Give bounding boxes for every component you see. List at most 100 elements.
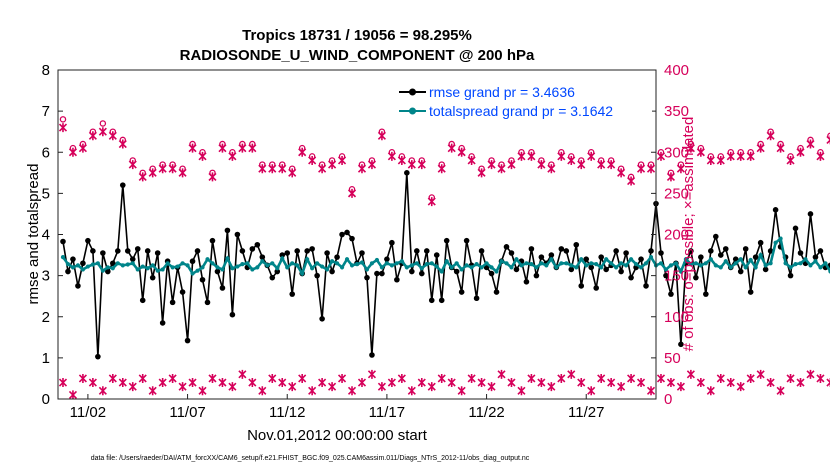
- rmse-point: [668, 291, 674, 297]
- obs-assimilated-point: [796, 147, 805, 157]
- obs-assimilated-low-point: [627, 373, 636, 383]
- obs-assimilated-point: [517, 151, 526, 161]
- obs-assimilated-low-point: [806, 369, 815, 379]
- rmse-point: [433, 252, 440, 258]
- rmse-point: [443, 237, 450, 244]
- spread-point: [404, 265, 409, 270]
- spread-point: [459, 267, 464, 272]
- rmse-point: [294, 248, 301, 254]
- legend-rmse-label: rmse grand pr = 3.4636: [429, 84, 575, 100]
- spread-point: [190, 271, 195, 276]
- spread-point: [379, 265, 385, 270]
- rmse-point: [364, 274, 370, 281]
- spread-point: [105, 265, 110, 270]
- rmse-point: [418, 270, 425, 277]
- spread-point: [718, 265, 723, 270]
- spread-point: [369, 261, 375, 266]
- obs-assimilated-low-point: [138, 373, 147, 383]
- spread-point: [519, 263, 524, 268]
- obs-assimilated-point: [357, 164, 367, 174]
- spread-point: [180, 261, 185, 266]
- obs-assimilated-low-point: [766, 378, 775, 388]
- rmse-point: [603, 266, 609, 273]
- spread-point: [648, 255, 654, 260]
- rmse-point: [573, 241, 580, 248]
- obs-assimilated-low-point: [477, 378, 486, 388]
- spread-point: [75, 263, 81, 268]
- rmse-point: [762, 266, 769, 273]
- obs-assimilated-low-point: [328, 382, 337, 392]
- obs-assimilated-low-point: [447, 378, 456, 388]
- obs-assimilated-low-point: [188, 378, 197, 388]
- y-left-tick-label: 7: [42, 103, 50, 120]
- obs-assimilated-point: [68, 147, 78, 157]
- spread-point: [120, 263, 125, 268]
- rmse-point: [124, 248, 131, 254]
- obs-assimilated-low-point: [178, 382, 187, 392]
- obs-assimilated-low-point: [68, 390, 78, 400]
- x-tick-label: 11/12: [269, 404, 305, 421]
- rmse-point: [713, 233, 719, 240]
- obs-assimilated-point: [288, 168, 297, 178]
- spread-point: [599, 265, 604, 270]
- obs-assimilated-low-point: [656, 373, 666, 383]
- obs-assimilated-low-point: [407, 386, 416, 396]
- obs-assimilated-point: [138, 172, 147, 182]
- legend-spread-marker: [409, 107, 416, 115]
- obs-assimilated-point: [477, 168, 486, 178]
- obs-assimilated-low-point: [308, 386, 317, 396]
- obs-assimilated-point: [417, 160, 426, 170]
- spread-point: [678, 269, 684, 274]
- spread-point: [275, 266, 280, 271]
- spread-point: [509, 265, 514, 270]
- spread-point: [290, 261, 295, 266]
- rmse-point: [394, 276, 400, 283]
- rmse-point: [812, 254, 819, 260]
- rmse-point: [134, 246, 141, 252]
- plot-area: [58, 116, 830, 400]
- spread-point: [778, 236, 783, 241]
- spread-point: [334, 261, 340, 266]
- spread-point: [444, 259, 449, 264]
- rmse-point: [139, 297, 146, 304]
- rmse-point: [598, 254, 604, 260]
- spread-point: [808, 263, 813, 268]
- obs-assimilated-point: [328, 160, 337, 170]
- rmse-point: [154, 250, 161, 256]
- rmse-point: [623, 250, 629, 256]
- obs-assimilated-point: [208, 172, 217, 182]
- spread-point: [130, 261, 135, 266]
- obs-assimilated-point: [377, 131, 386, 141]
- rmse-point: [90, 248, 96, 254]
- y-right-tick-label: 50: [664, 350, 681, 367]
- obs-assimilated-low-point: [128, 382, 137, 392]
- obs-assimilated-point: [228, 151, 237, 161]
- rmse-point: [409, 268, 415, 275]
- obs-assimilated-low-point: [288, 382, 297, 392]
- obs-assimilated-low-point: [826, 378, 830, 388]
- obs-assimilated-point: [387, 151, 396, 161]
- rmse-point: [304, 248, 310, 254]
- obs-assimilated-low-point: [666, 378, 676, 388]
- rmse-point: [254, 241, 261, 248]
- spread-point: [768, 261, 773, 266]
- rmse-point: [314, 272, 320, 279]
- y-axis-left: 0 1 2 3 4 5 6 7 8: [42, 62, 63, 408]
- rmse-point: [508, 250, 515, 256]
- x-tick-label: 11/07: [169, 404, 205, 421]
- spread-point: [354, 262, 360, 267]
- spread-point: [738, 257, 743, 262]
- rmse-point: [204, 299, 211, 306]
- spread-point: [185, 263, 190, 268]
- obs-assimilated-point: [88, 131, 97, 141]
- spread-point: [793, 262, 798, 267]
- rmse-point: [473, 295, 480, 302]
- rmse-point: [747, 289, 754, 295]
- spread-point: [589, 261, 594, 266]
- obs-assimilated-low-point: [706, 386, 715, 396]
- obs-assimilated-low-point: [776, 386, 785, 396]
- spread-point: [300, 271, 305, 276]
- spread-point: [753, 265, 758, 270]
